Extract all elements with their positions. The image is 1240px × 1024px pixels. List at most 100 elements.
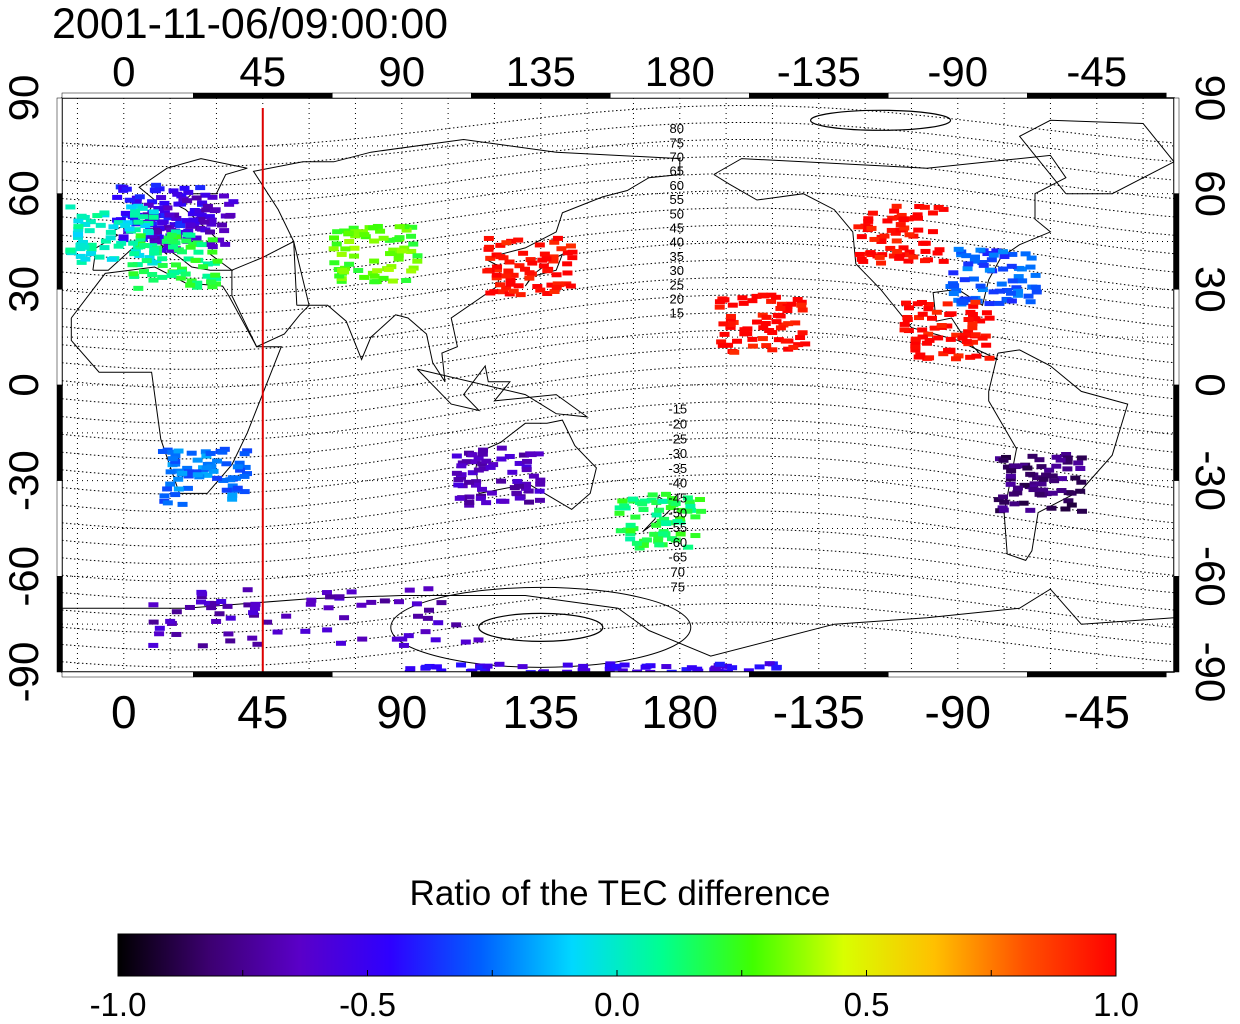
tec-data-cell xyxy=(514,263,525,269)
tec-data-cell xyxy=(207,284,218,290)
tec-data-cell xyxy=(965,354,976,360)
tec-data-cell xyxy=(212,258,223,264)
tec-data-cell xyxy=(504,453,515,459)
tec-data-cell xyxy=(654,507,665,513)
tec-data-cell xyxy=(567,249,578,255)
tec-data-cell xyxy=(205,450,216,456)
tec-data-cell xyxy=(372,268,383,274)
tec-data-cell xyxy=(172,191,183,197)
tec-data-cell xyxy=(211,275,222,281)
right-latitude-label: 0 xyxy=(1187,373,1234,396)
tec-data-cell xyxy=(504,259,515,265)
tec-data-cell xyxy=(933,204,944,210)
tec-data-cell xyxy=(397,636,408,642)
tec-data-cell xyxy=(1001,287,1012,293)
tec-data-cell xyxy=(195,185,206,191)
tec-data-cell xyxy=(683,544,694,550)
tec-data-cell xyxy=(124,226,135,232)
tec-data-cell xyxy=(495,254,506,260)
tec-data-cell xyxy=(637,501,648,507)
tec-data-cell xyxy=(1000,454,1011,460)
tec-data-cell xyxy=(495,242,506,248)
tec-data-cell xyxy=(920,248,931,254)
tec-data-cell xyxy=(336,278,347,284)
tec-data-cell xyxy=(209,208,220,214)
tec-data-cell xyxy=(225,638,236,644)
tec-data-cell xyxy=(994,288,1005,294)
tec-data-cell xyxy=(1049,478,1060,484)
left-latitude-label: 90 xyxy=(0,75,47,122)
tec-data-cell xyxy=(718,321,729,327)
tec-data-cell xyxy=(938,351,949,357)
tec-data-cell xyxy=(1047,473,1058,479)
tec-data-cell xyxy=(188,217,199,223)
tec-data-cell xyxy=(128,240,139,246)
colorbar-tick-label: -0.5 xyxy=(339,986,396,1023)
tec-data-cell xyxy=(796,299,807,305)
tec-data-cell xyxy=(168,188,179,194)
tec-data-cell xyxy=(617,498,628,504)
tec-data-cell xyxy=(627,496,638,502)
tec-data-cell xyxy=(1036,481,1047,487)
tec-data-cell xyxy=(651,500,662,506)
tec-data-cell xyxy=(775,325,786,331)
tec-data-cell xyxy=(162,205,173,211)
tec-data-cell xyxy=(404,587,415,593)
tec-data-cell xyxy=(239,489,250,495)
tec-data-cell xyxy=(910,347,921,353)
tec-data-cell xyxy=(170,492,181,498)
tec-data-cell xyxy=(521,467,532,473)
tec-data-cell xyxy=(1017,278,1028,284)
tec-data-cell xyxy=(743,668,754,672)
tec-data-cell xyxy=(968,276,979,282)
tec-data-cell xyxy=(528,473,539,479)
tec-data-cell xyxy=(1057,476,1068,482)
contour-label: 75 xyxy=(671,579,685,594)
tec-data-cell xyxy=(421,664,432,670)
tec-data-cell xyxy=(1026,255,1037,261)
tec-data-cell xyxy=(514,495,525,501)
tec-data-cell xyxy=(144,255,155,261)
tec-data-cell xyxy=(473,637,484,643)
bottom-longitude-label: -90 xyxy=(925,686,991,738)
tec-data-cell xyxy=(147,260,158,266)
tec-data-cell xyxy=(121,186,132,192)
tec-data-cell xyxy=(183,473,194,479)
frame-band-right xyxy=(1173,97,1180,194)
tec-data-cell xyxy=(166,247,177,253)
tec-data-cell xyxy=(514,460,525,466)
right-latitude-label: 60 xyxy=(1187,170,1234,217)
tec-data-cell xyxy=(998,249,1009,255)
tec-data-cell xyxy=(1031,289,1042,295)
tec-data-cell xyxy=(262,619,273,625)
tec-data-cell xyxy=(1046,505,1057,511)
tec-data-cell xyxy=(398,642,409,648)
tec-data-cell xyxy=(670,500,681,506)
tec-data-cell xyxy=(760,320,771,326)
tec-data-cell xyxy=(202,273,213,279)
right-latitude-label: 30 xyxy=(1187,266,1234,313)
tec-data-cell xyxy=(210,272,221,278)
tec-data-cell xyxy=(981,342,992,348)
tec-data-cell xyxy=(349,253,360,259)
tec-data-cell xyxy=(451,470,462,476)
tec-data-cell xyxy=(464,494,475,500)
top-longitude-label: -90 xyxy=(927,48,988,95)
tec-data-cell xyxy=(411,601,422,607)
tec-data-cell xyxy=(407,224,418,230)
tec-data-cell xyxy=(217,222,228,228)
frame-band-left xyxy=(56,576,63,673)
tec-data-cell xyxy=(223,631,234,637)
magnetic-latitude-contour xyxy=(62,547,1174,600)
tec-data-cell xyxy=(177,266,188,272)
tec-data-cell xyxy=(369,258,380,264)
tec-data-cell xyxy=(169,222,180,228)
tec-data-cell xyxy=(182,198,193,204)
tec-data-cell xyxy=(394,224,405,230)
tec-data-cell xyxy=(920,258,931,264)
tec-data-cell xyxy=(513,237,524,243)
tec-data-cell xyxy=(128,271,139,277)
tec-data-cell xyxy=(353,267,364,273)
tec-data-cell xyxy=(977,260,988,266)
tec-data-cell xyxy=(137,205,148,211)
